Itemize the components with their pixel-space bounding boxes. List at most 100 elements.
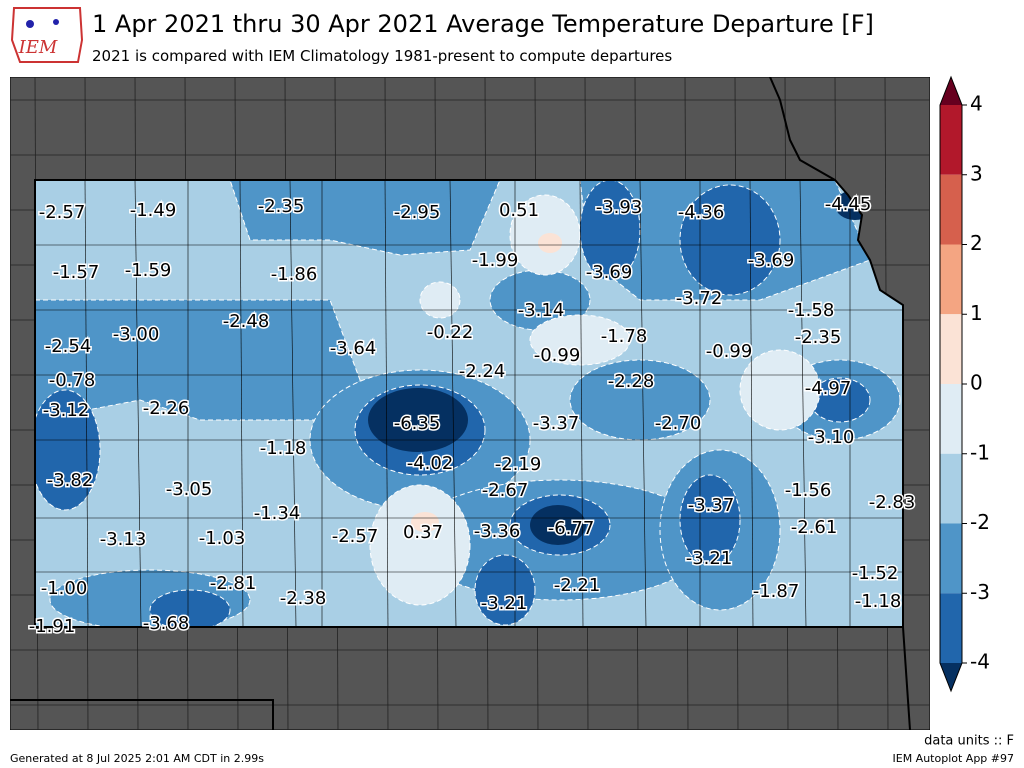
- colorbar-segment: [940, 244, 962, 315]
- station-value: -1.87: [753, 581, 800, 602]
- county-line: [579, 180, 584, 627]
- county-line: [384, 180, 389, 627]
- station-value: -3.21: [686, 548, 733, 569]
- station-value: -2.26: [143, 398, 190, 419]
- colorbar-tick-label: 2: [970, 231, 983, 255]
- station-value: -3.69: [748, 250, 795, 271]
- station-value: -2.38: [280, 588, 327, 609]
- station-value: -2.24: [459, 361, 506, 382]
- station-value: -4.36: [678, 202, 725, 223]
- generated: Generated at 8 Jul 2025 2:01 AM CDT in 2…: [10, 752, 264, 765]
- station-value: -1.86: [271, 264, 318, 285]
- station-value: -1.03: [199, 528, 246, 549]
- station-value: -2.48: [223, 311, 270, 332]
- colorbar-tick-label: 1: [970, 301, 983, 325]
- units: data units :: F: [924, 734, 1014, 749]
- station-value: -1.78: [601, 326, 648, 347]
- station-value: -0.99: [534, 345, 581, 366]
- subtitle: 2021 is compared with IEM Climatology 19…: [92, 47, 672, 65]
- station-value: -3.14: [518, 300, 565, 321]
- map: -2.57 -1.49 -2.35 -2.95 0.51 -3.93 -4.36 -4.45 -…: [10, 77, 930, 730]
- station-value: -1.18: [855, 591, 902, 612]
- title: 1 Apr 2021 thru 30 Apr 2021 Average Temp…: [92, 10, 874, 38]
- station-value: -2.19: [495, 454, 542, 475]
- station-value: -3.36: [474, 521, 521, 542]
- station-value: -2.35: [795, 327, 842, 348]
- colorbar-tick-label: 0: [970, 371, 983, 395]
- county-line: [134, 180, 142, 627]
- station-value: -2.35: [258, 196, 305, 217]
- app-name: IEM Autoplot App #97: [893, 752, 1015, 765]
- colorbar-tick-label: -3: [970, 580, 990, 604]
- station-value: -3.72: [676, 288, 723, 309]
- station-value: -3.12: [43, 400, 90, 421]
- colorbar-segment: [940, 453, 962, 524]
- colorbar-under: [940, 663, 962, 691]
- station-value: -2.61: [791, 517, 838, 538]
- station-value: -2.81: [210, 573, 257, 594]
- colorbar-tick-label: -4: [970, 650, 990, 674]
- colorbar-segment: [940, 384, 962, 454]
- station-value: -1.91: [29, 616, 76, 637]
- station-value: -6.35: [394, 413, 441, 434]
- station-value: -2.95: [394, 202, 441, 223]
- county-line: [449, 180, 457, 627]
- station-value: -1.58: [788, 300, 835, 321]
- county-line: [799, 180, 807, 627]
- station-value: -0.99: [706, 341, 753, 362]
- station-value: -2.21: [554, 575, 601, 596]
- county-line: [289, 180, 297, 627]
- station-value: -3.21: [481, 593, 528, 614]
- county-line: [84, 180, 89, 627]
- station-value: -3.10: [808, 427, 855, 448]
- station-value: -3.37: [688, 495, 735, 516]
- station-value: -4.02: [407, 453, 454, 474]
- station-value: -1.59: [125, 260, 172, 281]
- station-value: 0.37: [403, 522, 443, 543]
- station-value: -3.00: [113, 324, 160, 345]
- county-line: [639, 180, 647, 627]
- station-value: -2.57: [39, 202, 86, 223]
- county-line: [239, 180, 244, 627]
- station-value: -3.69: [586, 262, 633, 283]
- colorbar-tick-label: -2: [970, 510, 990, 534]
- station-value: -1.00: [41, 578, 88, 599]
- station-value: -2.67: [482, 480, 529, 501]
- station-value: -2.57: [332, 526, 379, 547]
- colorbar-segment: [940, 314, 962, 384]
- station-value: -0.22: [427, 322, 474, 343]
- station-value: -3.93: [596, 197, 643, 218]
- station-value: -3.37: [533, 413, 580, 434]
- station-value: -1.52: [852, 563, 899, 584]
- station-value: -4.45: [825, 194, 872, 215]
- colorbar-tick-label: 3: [970, 161, 983, 185]
- contours: [35, 180, 903, 627]
- station-value: -3.64: [330, 338, 377, 359]
- station-value: -3.05: [166, 479, 213, 500]
- station-value: -2.83: [869, 492, 916, 513]
- station-value: -4.97: [805, 378, 852, 399]
- station-value: -1.34: [254, 503, 301, 524]
- station-value: -2.54: [45, 336, 92, 357]
- station-value: 0.51: [499, 200, 539, 221]
- station-value: -1.57: [53, 262, 100, 283]
- station-value: -6.77: [548, 518, 595, 539]
- station-value: -3.13: [100, 529, 147, 550]
- colorbar-segment: [940, 593, 962, 663]
- station-value: -0.78: [49, 370, 96, 391]
- station-value: -2.28: [608, 371, 655, 392]
- colorbar-segment: [940, 105, 962, 175]
- logo: IEM: [10, 7, 84, 63]
- colorbar-tick-label: 4: [970, 92, 983, 116]
- logo-text: IEM: [18, 37, 58, 58]
- station-value: -3.82: [47, 470, 94, 491]
- station-value: -3.68: [143, 613, 190, 634]
- station-value: -1.56: [785, 480, 832, 501]
- station-value: -1.99: [472, 250, 519, 271]
- colorbar-segment: [940, 174, 962, 245]
- colorbar: 4 3 2 1 0 -1 -2 -3 -4: [939, 75, 990, 693]
- colorbar-over: [940, 77, 962, 105]
- station-value: -1.18: [260, 438, 307, 459]
- county-line: [749, 180, 754, 627]
